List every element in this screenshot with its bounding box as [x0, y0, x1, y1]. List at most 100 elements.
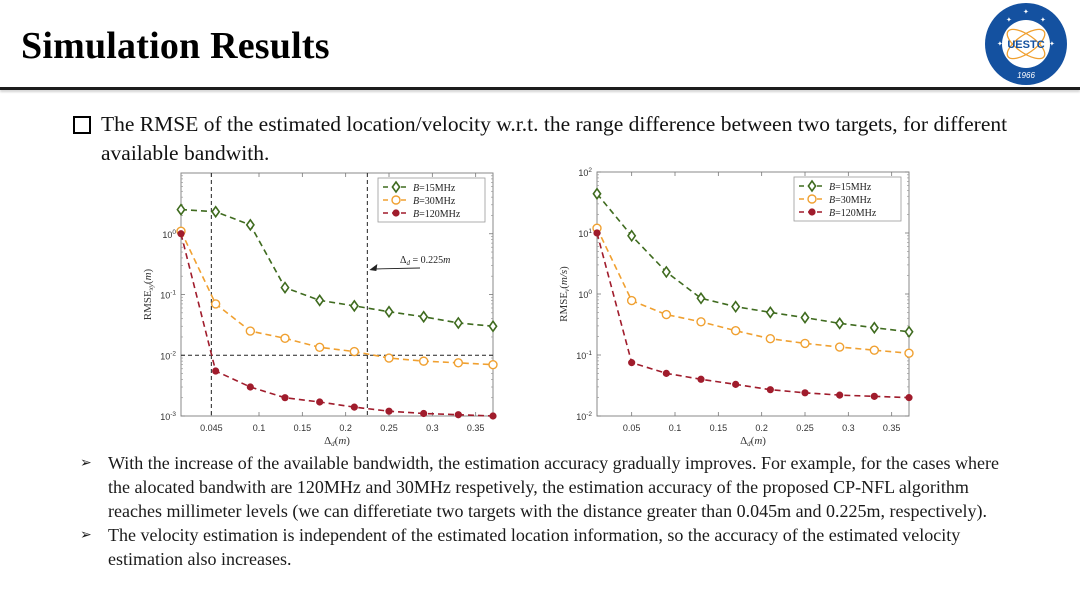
legend-label: B=120MHz [829, 208, 877, 219]
y-axis-label: RMSExy(m) [142, 268, 155, 320]
data-point [661, 265, 671, 279]
data-point [245, 218, 255, 232]
x-tick-label: 0.35 [883, 423, 901, 433]
x-tick-label: 0.3 [426, 423, 439, 433]
uestc-logo: UESTC 1966 ✦ ✦ ✦ ✦ ✦ [985, 3, 1067, 85]
data-point [592, 187, 602, 201]
x-tick-label: 0.2 [755, 423, 768, 433]
legend-label: B=30MHz [829, 195, 872, 206]
bullet-item: ➢ With the increase of the available ban… [80, 451, 1020, 523]
series-line-b15mhz [180, 208, 494, 328]
data-point [314, 342, 325, 353]
y-tick-label: 100 [162, 229, 176, 240]
data-point [453, 316, 463, 330]
charts-area: 10-3 10-2 10-1 100 0.045 0.1 0.15 0.2 0.25 0.3 0.3… [142, 167, 914, 448]
data-point [246, 383, 254, 391]
legend-marker [808, 208, 816, 216]
data-point [626, 295, 637, 306]
data-point [765, 305, 775, 319]
data-point [834, 342, 845, 352]
data-point [731, 300, 741, 314]
legend-item: B=120MHz [383, 209, 461, 220]
logo-glyph-5: ✦ [1023, 8, 1029, 16]
legend-item: B=15MHz [799, 179, 872, 193]
data-point [489, 412, 497, 420]
intro-paragraph: The RMSE of the estimated location/veloc… [73, 110, 1033, 168]
y-tick-label: 100 [578, 289, 592, 300]
legend-marker [392, 209, 400, 217]
data-point [280, 281, 290, 294]
x-axis-label: Δd(m) [324, 435, 350, 448]
annotation-arrow [374, 267, 421, 270]
logo-inner [1002, 20, 1050, 68]
data-point [697, 375, 705, 383]
y-tick-label: 101 [578, 228, 592, 239]
legend-marker [807, 194, 817, 204]
data-point [662, 369, 670, 377]
annotation-arrowhead [369, 264, 378, 271]
checkbox-square-icon [73, 116, 91, 134]
data-point [627, 229, 637, 243]
data-point [766, 386, 774, 394]
x-tick-label: 0.15 [294, 423, 312, 433]
logo-orbit-1 [1006, 28, 1046, 60]
data-point [836, 391, 844, 399]
data-point [211, 205, 221, 219]
data-point [350, 403, 358, 411]
logo-glyph-4: ✦ [1040, 16, 1046, 24]
bullet-text: With the increase of the available bandw… [108, 453, 999, 521]
data-point [212, 367, 220, 375]
logo-orbit-2 [1006, 28, 1046, 60]
data-point [661, 309, 672, 320]
x-axis-label: Δd(m) [740, 435, 766, 448]
data-point [835, 317, 845, 330]
series-line-b15mhz [596, 193, 910, 333]
legend-label: B=15MHz [413, 183, 456, 194]
x-tick-label: 0.25 [796, 423, 814, 433]
intro-text: The RMSE of the estimated location/veloc… [101, 112, 1008, 165]
bullet-text: The velocity estimation is independent o… [108, 525, 961, 569]
data-point [349, 299, 359, 313]
y-tick-label: 10-2 [160, 350, 176, 361]
legend: B=15MHz B=30MHz B=120MHz [377, 177, 486, 223]
data-point [870, 392, 878, 400]
data-point [800, 311, 810, 324]
x-tick-label: 0.05 [623, 423, 641, 433]
data-point [281, 394, 289, 402]
data-point [176, 203, 186, 216]
chart-location-rmse: 10-3 10-2 10-1 100 0.045 0.1 0.15 0.2 0.25 0.3 0.3… [142, 172, 498, 448]
chart-velocity-rmse: 10-2 10-1 100 101 102 0.05 0.1 0.15 0.2 0.25 0.3 0.… [558, 167, 914, 448]
legend-label: B=15MHz [829, 182, 872, 193]
data-point [349, 346, 360, 357]
data-point [696, 317, 706, 327]
x-tick-label: 0.15 [710, 423, 728, 433]
logo-glyph-2: ✦ [1049, 40, 1055, 48]
bullet-list: ➢ With the increase of the available ban… [80, 451, 1020, 571]
y-tick-label: 10-1 [160, 290, 176, 301]
series-line-b30mhz [180, 230, 494, 366]
data-point [732, 380, 740, 388]
data-point [488, 319, 498, 333]
data-point [280, 333, 290, 344]
data-point [384, 353, 394, 363]
logo-text: UESTC [1007, 39, 1044, 51]
data-point [420, 409, 428, 418]
slide-title: Simulation Results [21, 25, 330, 67]
arrow-bullet-icon: ➢ [80, 527, 92, 543]
arrow-bullet-icon: ➢ [80, 455, 92, 471]
data-point [210, 299, 221, 309]
series-line-b30mhz [596, 227, 910, 355]
series-line-b120mhz [180, 233, 494, 417]
legend-item: B=30MHz [799, 194, 872, 206]
data-point [800, 338, 810, 349]
y-tick-label: 10-3 [160, 411, 176, 422]
legend-marker [807, 179, 817, 193]
annotation-label: Δd = 0.225m [400, 255, 450, 267]
legend-item: B=120MHz [799, 208, 877, 219]
data-point [593, 229, 601, 237]
data-point [904, 348, 914, 358]
data-point [245, 326, 256, 336]
y-axis-label: RMSEv(m/s) [558, 266, 571, 322]
data-point [418, 356, 429, 366]
legend-marker [391, 195, 401, 205]
